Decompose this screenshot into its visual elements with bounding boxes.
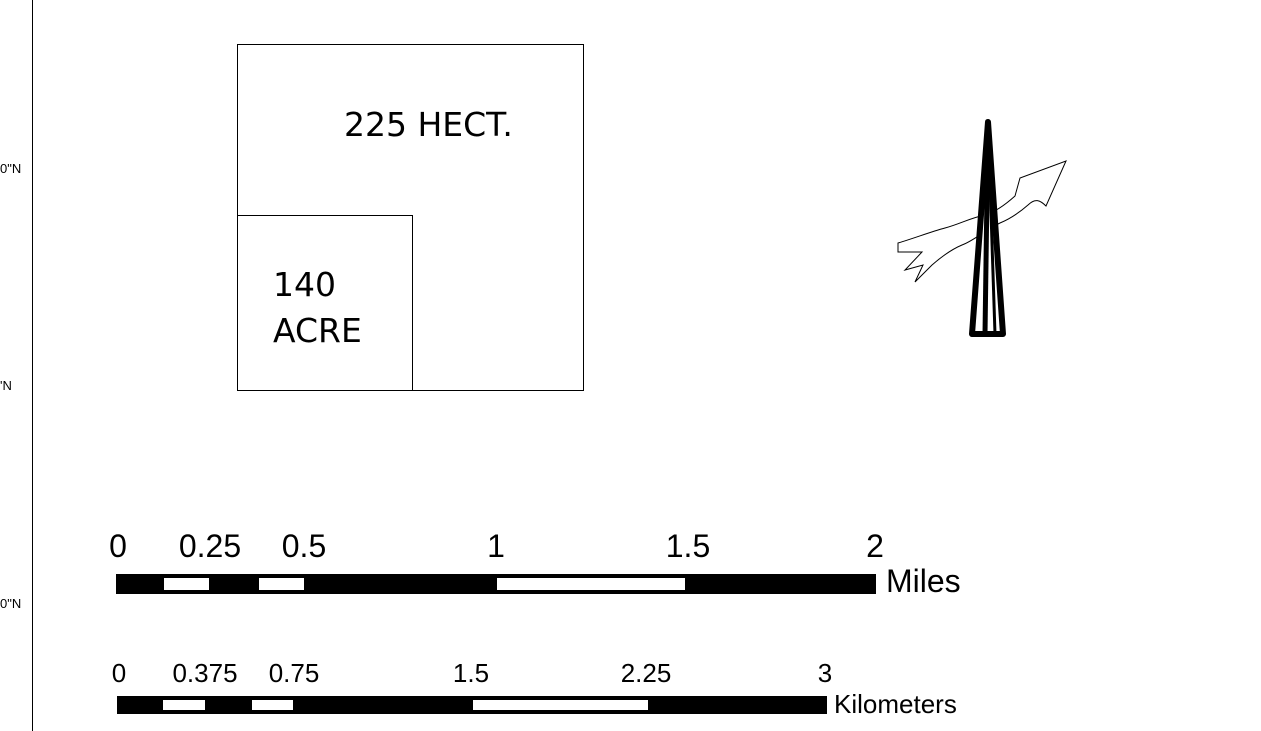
large-area-label: 225 HECT.: [344, 105, 513, 144]
miles-tick-label: 0: [109, 528, 127, 564]
miles-tick-label: 0.25: [178, 528, 242, 564]
miles-scale-bar: [116, 574, 876, 594]
map-frame-edge: [32, 0, 33, 731]
miles-tick-label: 1.5: [665, 528, 711, 564]
km-scale-segment: [163, 700, 205, 710]
km-tick-label: 2.25: [620, 658, 672, 688]
miles-scale-segment: [164, 578, 209, 590]
miles-scale-segment: [259, 578, 304, 590]
km-tick-label: 3: [817, 658, 833, 688]
km-scale-segment: [252, 700, 293, 710]
small-area-label-line2: ACRE: [273, 311, 362, 350]
km-tick-label: 0: [111, 658, 127, 688]
latitude-label-top: 0"N: [0, 161, 22, 176]
miles-scale-segment: [497, 578, 685, 590]
miles-unit-label: Miles: [886, 563, 961, 599]
small-area-label-line1: 140: [273, 265, 336, 304]
miles-tick-label: 1: [487, 528, 505, 564]
km-tick-label: 1.5: [452, 658, 490, 688]
miles-tick-label: 2: [866, 528, 884, 564]
small-area-square: [237, 215, 413, 391]
km-scale-segment: [473, 700, 648, 710]
latitude-label-middle: 'N: [0, 378, 12, 393]
km-unit-label: Kilometers: [834, 689, 957, 719]
miles-tick-label: 0.5: [281, 528, 327, 564]
latitude-label-bottom: 0"N: [0, 596, 22, 611]
km-tick-label: 0.75: [268, 658, 320, 688]
km-scale-bar: [117, 696, 827, 714]
km-tick-label: 0.375: [172, 658, 238, 688]
